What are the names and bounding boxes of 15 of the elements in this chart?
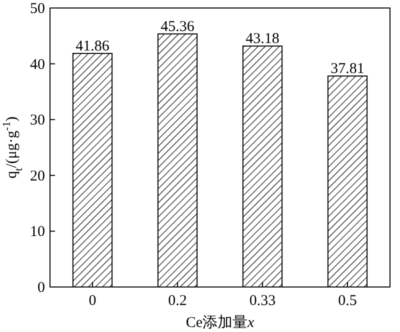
data-label: 43.18: [246, 31, 280, 48]
y-tick-label: 10: [30, 224, 45, 240]
y-tick-label: 40: [30, 56, 45, 73]
x-tick-label: 0.2: [168, 293, 187, 309]
y-tick-label: 20: [30, 168, 45, 184]
x-axis-title: Ce添加量x: [186, 314, 254, 331]
x-tick-label: 0.5: [338, 293, 357, 309]
data-label: 41.86: [76, 38, 110, 54]
y-tick-label: 50: [30, 1, 45, 17]
y-tick-label: 30: [30, 112, 45, 129]
data-label: 37.81: [330, 61, 364, 78]
x-tick-label: 0: [88, 293, 96, 309]
data-label: 45.36: [160, 18, 195, 35]
y-tick-label: 0: [38, 280, 45, 296]
x-tick-label: 0.33: [249, 293, 276, 309]
